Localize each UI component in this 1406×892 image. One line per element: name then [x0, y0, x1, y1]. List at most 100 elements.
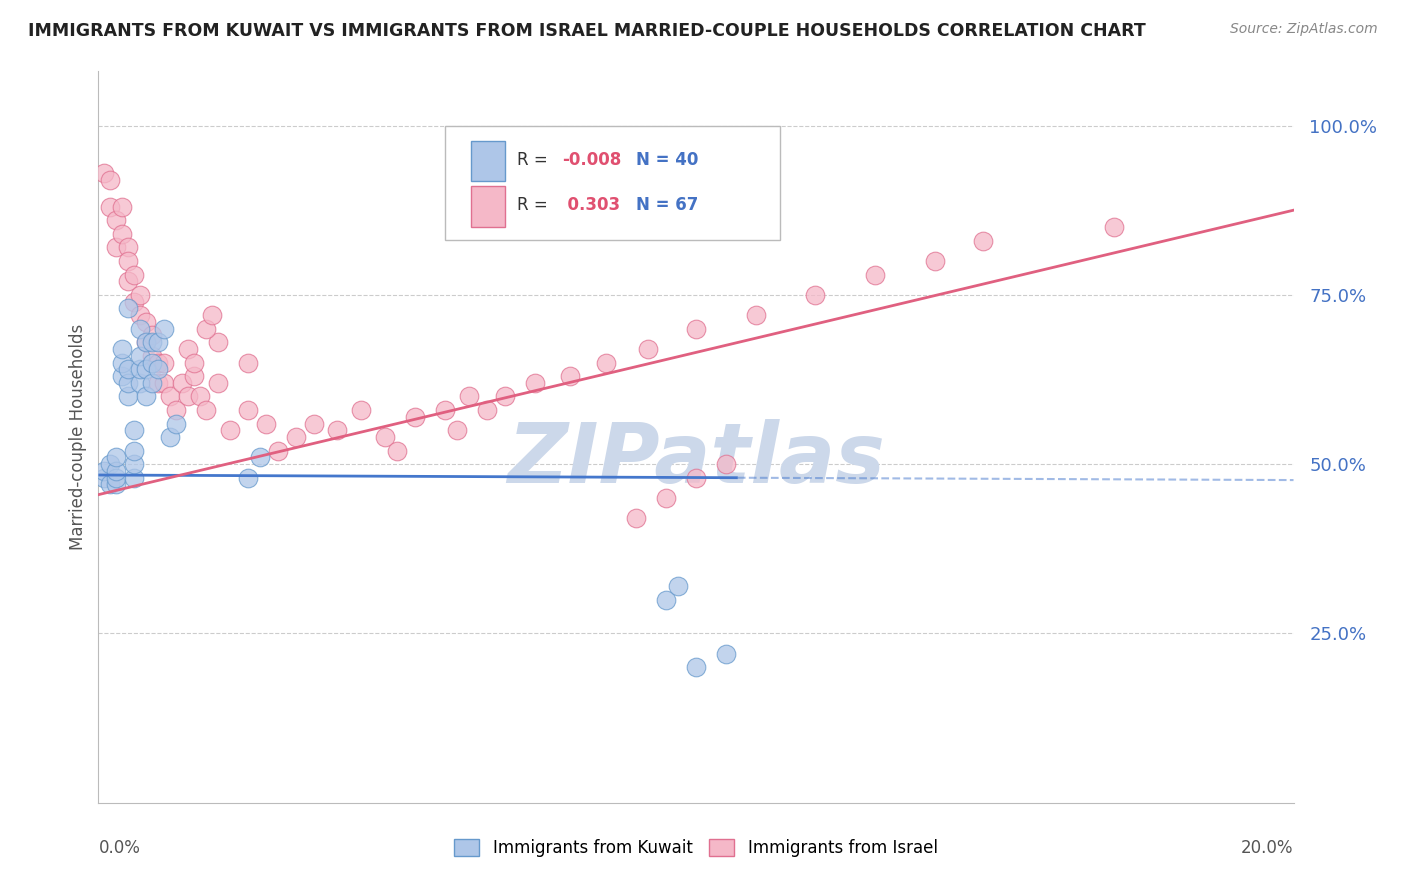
- Point: [249, 450, 271, 465]
- Point: [135, 389, 157, 403]
- Point: [93, 464, 115, 478]
- Point: [326, 423, 349, 437]
- Point: [135, 315, 157, 329]
- Point: [865, 268, 887, 282]
- Point: [385, 443, 409, 458]
- Point: [124, 294, 146, 309]
- Point: [523, 376, 546, 390]
- Point: [666, 579, 689, 593]
- Point: [148, 362, 170, 376]
- Point: [201, 308, 224, 322]
- Text: -0.008: -0.008: [562, 151, 621, 169]
- Point: [129, 288, 152, 302]
- Point: [195, 403, 218, 417]
- Point: [236, 355, 259, 369]
- Text: Source: ZipAtlas.com: Source: ZipAtlas.com: [1230, 22, 1378, 37]
- Point: [219, 423, 242, 437]
- Text: 0.0%: 0.0%: [98, 839, 141, 857]
- Text: N = 40: N = 40: [636, 151, 699, 169]
- Point: [302, 417, 325, 431]
- Point: [458, 389, 481, 403]
- Point: [148, 376, 170, 390]
- Point: [183, 369, 205, 384]
- Point: [111, 369, 134, 384]
- Legend: Immigrants from Kuwait, Immigrants from Israel: Immigrants from Kuwait, Immigrants from …: [447, 832, 945, 864]
- Point: [714, 647, 737, 661]
- Point: [129, 308, 152, 322]
- Point: [446, 423, 468, 437]
- Point: [105, 464, 128, 478]
- Point: [141, 349, 163, 363]
- Point: [111, 227, 134, 241]
- Point: [626, 511, 648, 525]
- Point: [153, 376, 176, 390]
- Text: IMMIGRANTS FROM KUWAIT VS IMMIGRANTS FROM ISRAEL MARRIED-COUPLE HOUSEHOLDS CORRE: IMMIGRANTS FROM KUWAIT VS IMMIGRANTS FRO…: [28, 22, 1146, 40]
- Point: [685, 660, 707, 674]
- Point: [117, 274, 139, 288]
- Point: [159, 389, 181, 403]
- Point: [655, 592, 678, 607]
- Point: [745, 308, 768, 322]
- Point: [637, 342, 659, 356]
- Point: [141, 328, 163, 343]
- Point: [124, 268, 146, 282]
- Point: [141, 355, 163, 369]
- Text: 0.303: 0.303: [557, 196, 620, 214]
- Point: [135, 335, 157, 350]
- Point: [98, 477, 122, 491]
- Point: [284, 430, 307, 444]
- Point: [350, 403, 373, 417]
- Point: [98, 200, 122, 214]
- FancyBboxPatch shape: [446, 126, 780, 240]
- Point: [129, 322, 152, 336]
- Point: [153, 322, 176, 336]
- Point: [236, 403, 259, 417]
- Point: [105, 450, 128, 465]
- Point: [124, 443, 146, 458]
- Point: [124, 457, 146, 471]
- Point: [434, 403, 457, 417]
- Point: [1104, 220, 1126, 235]
- Point: [254, 417, 277, 431]
- Point: [129, 349, 152, 363]
- Point: [374, 430, 396, 444]
- Point: [111, 355, 134, 369]
- Point: [148, 355, 170, 369]
- Point: [98, 172, 122, 186]
- Point: [135, 335, 157, 350]
- Point: [98, 457, 122, 471]
- Text: N = 67: N = 67: [636, 196, 699, 214]
- Point: [172, 376, 194, 390]
- Point: [165, 417, 187, 431]
- Point: [105, 477, 128, 491]
- Point: [105, 240, 128, 254]
- Point: [124, 423, 146, 437]
- Point: [141, 376, 163, 390]
- Point: [159, 430, 181, 444]
- Point: [188, 389, 211, 403]
- Point: [404, 409, 426, 424]
- Point: [207, 376, 229, 390]
- Point: [236, 471, 259, 485]
- Point: [117, 362, 139, 376]
- Point: [972, 234, 994, 248]
- Text: 20.0%: 20.0%: [1241, 839, 1294, 857]
- Point: [93, 471, 115, 485]
- Point: [135, 362, 157, 376]
- Point: [267, 443, 290, 458]
- Point: [117, 301, 139, 316]
- Point: [195, 322, 218, 336]
- Point: [475, 403, 498, 417]
- Point: [129, 362, 152, 376]
- Text: R =: R =: [517, 151, 553, 169]
- Point: [153, 355, 176, 369]
- Point: [183, 355, 205, 369]
- Point: [117, 240, 139, 254]
- Text: ZIPatlas: ZIPatlas: [508, 418, 884, 500]
- Point: [93, 166, 115, 180]
- Text: R =: R =: [517, 196, 553, 214]
- Point: [685, 322, 707, 336]
- Point: [105, 213, 128, 227]
- FancyBboxPatch shape: [471, 141, 505, 181]
- Point: [111, 342, 134, 356]
